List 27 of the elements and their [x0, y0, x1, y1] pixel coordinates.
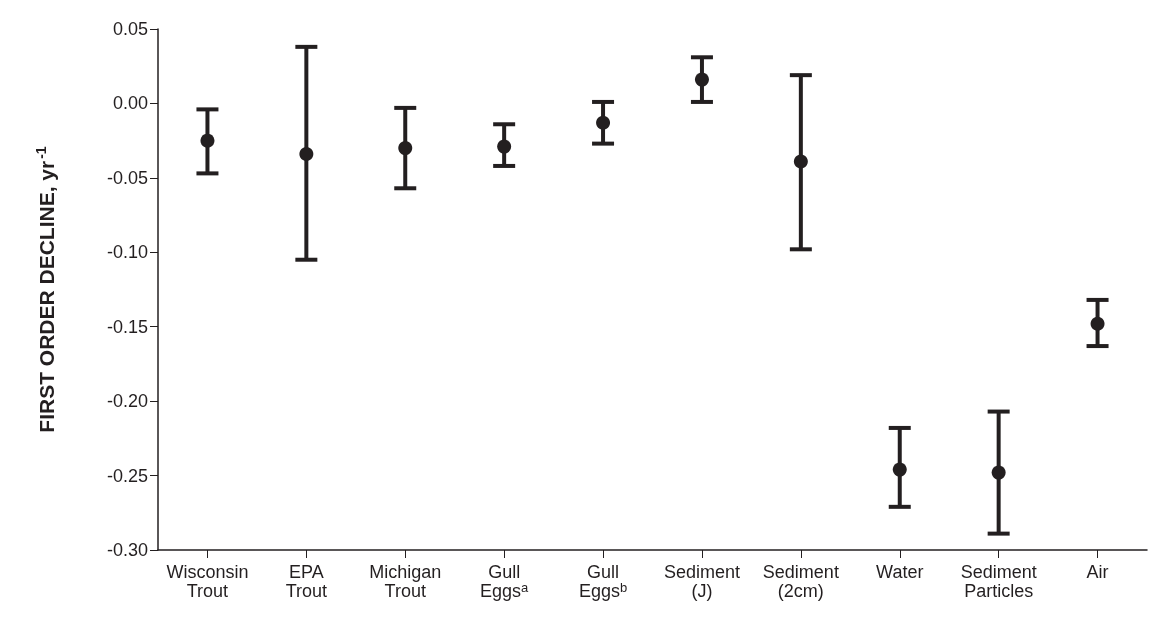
point: [991, 465, 1006, 480]
y-tick-label: -0.30: [106, 540, 148, 560]
x-tick-label: Sediment (2cm): [762, 561, 839, 601]
point: [398, 141, 413, 156]
point: [694, 72, 709, 87]
y-tick-label: -0.25: [106, 465, 148, 486]
y-tick-label: -0.05: [106, 167, 148, 188]
point: [1090, 316, 1105, 331]
y-tick-label: -0.10: [106, 242, 148, 263]
y-tick-label: -0.15: [106, 316, 148, 337]
x-tick-label: Sediment Particles: [960, 561, 1037, 601]
y-tick-label: 0.05: [112, 19, 148, 39]
x-tick-label: Water: [876, 561, 924, 582]
x-tick-label: EPA Trout: [285, 561, 328, 601]
point: [299, 147, 314, 162]
y-tick-label: 0.00: [112, 93, 148, 114]
point: [892, 462, 907, 477]
point: [497, 139, 512, 154]
point: [200, 133, 215, 148]
x-tick-label: Air: [1086, 561, 1109, 582]
point: [793, 154, 808, 169]
x-tick-label: Wisconsin Trout: [166, 561, 249, 601]
y-tick-label: -0.20: [106, 391, 148, 412]
point: [596, 115, 611, 130]
x-tick-label: Sediment (J): [663, 561, 740, 601]
x-tick-label: Michigan Trout: [369, 561, 442, 601]
y-axis-title: FIRST ORDER DECLINE, yr-1: [33, 146, 58, 433]
